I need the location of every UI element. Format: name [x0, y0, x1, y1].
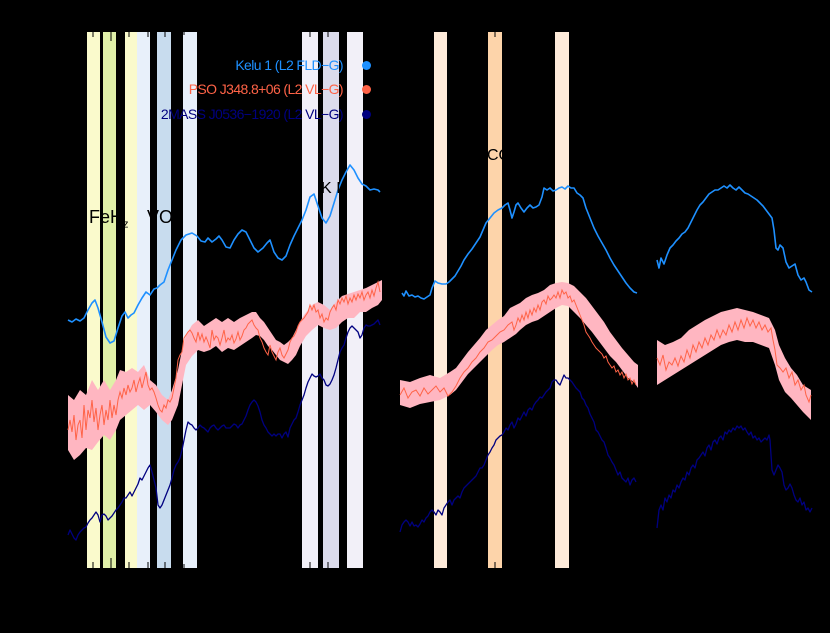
legend-item-kelu1: Kelu 1 (L2 FLD−G) [235, 56, 343, 74]
band-ticks [92, 32, 496, 568]
feh-band-3 [125, 32, 137, 568]
kelu1-panel-zj [67, 164, 381, 344]
vo-band-2 [157, 32, 171, 568]
pso-error-h [400, 282, 638, 408]
kelu1-panel-k [656, 184, 813, 293]
ki-band-1 [302, 32, 318, 568]
series-pso [67, 280, 812, 460]
series-2mass [67, 319, 813, 541]
2mass-panel-zj [67, 319, 381, 541]
legend-label: 2MASS J0536−1920 (L2 VL−G) [160, 106, 344, 122]
2mass-panel-h [399, 374, 637, 533]
pso-error-zj [68, 280, 382, 460]
legend-label: Kelu 1 (L2 FLD−G) [235, 57, 343, 73]
feh-band-1 [87, 32, 100, 568]
legend-item-pso: PSO J348.8+06 (L2 VL−G) [188, 80, 344, 98]
pso-line-zj [67, 280, 381, 441]
co-band-2 [488, 32, 502, 568]
series-kelu1 [67, 164, 813, 344]
feh-label: FeHz [89, 207, 129, 231]
legend-marker-pso [362, 85, 371, 94]
legend: Kelu 1 (L2 FLD−G) PSO J348.8+06 (L2 VL−G… [110, 55, 375, 125]
pso-line-k [656, 316, 812, 404]
co-label: CO [487, 147, 511, 164]
legend-marker-2mass [362, 110, 371, 119]
legend-label: PSO J348.8+06 (L2 VL−G) [188, 81, 344, 97]
ki-band-2 [323, 32, 339, 568]
vo-band-1 [137, 32, 150, 568]
pso-line-h [399, 288, 637, 400]
2mass-panel-k [656, 425, 813, 529]
legend-marker-kelu1 [362, 61, 371, 70]
ki-label: K I [321, 180, 341, 197]
kelu1-panel-h [401, 185, 638, 300]
vo-label: VO [147, 207, 174, 227]
feh-subscript: z [123, 218, 129, 231]
vo-band-3 [183, 32, 197, 568]
co-band-1 [434, 32, 447, 568]
legend-item-2mass: 2MASS J0536−1920 (L2 VL−G) [160, 105, 344, 123]
